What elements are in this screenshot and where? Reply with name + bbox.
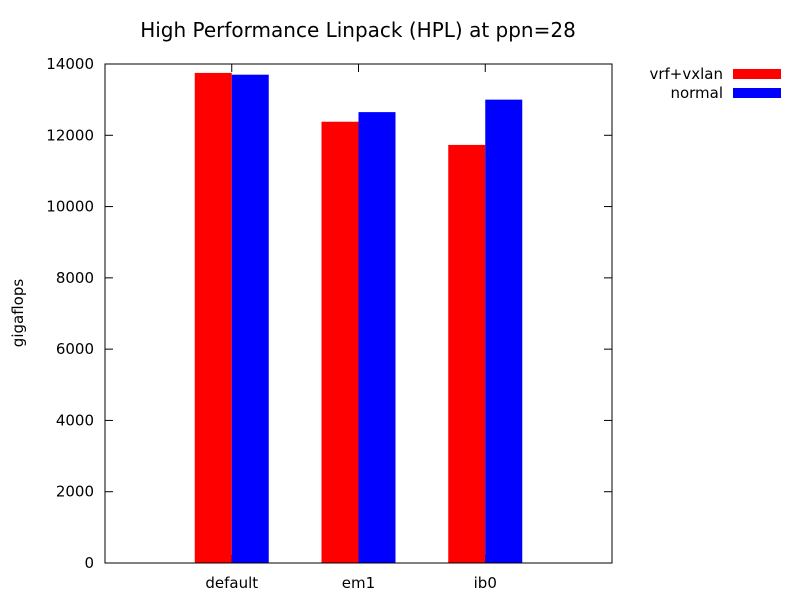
y-tick-label: 6000 [56,340,94,358]
x-tick-label: em1 [342,574,375,592]
y-tick-label: 2000 [56,483,94,501]
bar-normal-em1 [358,112,396,563]
y-tick-label: 12000 [46,126,94,144]
y-tick-label: 8000 [56,269,94,287]
bar-vrf-vxlan-em1 [321,121,359,564]
y-axis-label: gigaflops [9,279,27,348]
legend-swatch [733,88,781,98]
bar-normal-ib0 [485,99,523,564]
bar-series-group [194,72,523,564]
legend-label: vrf+vxlan [649,65,723,83]
y-tick-label: 10000 [46,198,94,216]
x-axis-ticks: default em1 ib0 [205,64,497,592]
y-tick-label: 0 [84,554,94,572]
legend-swatch [733,69,781,79]
y-tick-label: 4000 [56,411,94,429]
bar-vrf-vxlan-ib0 [448,144,486,563]
bar-normal-default [231,74,269,563]
x-tick-label: ib0 [474,574,497,592]
legend-label: normal [670,84,723,102]
x-tick-label: default [205,574,258,592]
plot-frame [104,63,613,564]
chart-title: High Performance Linpack (HPL) at ppn=28 [140,18,576,42]
y-tick-label: 14000 [46,55,94,73]
y-axis-ticks: 0 2000 4000 6000 8000 10000 12000 14000 [46,55,612,572]
bar-vrf-vxlan-default [194,72,232,564]
